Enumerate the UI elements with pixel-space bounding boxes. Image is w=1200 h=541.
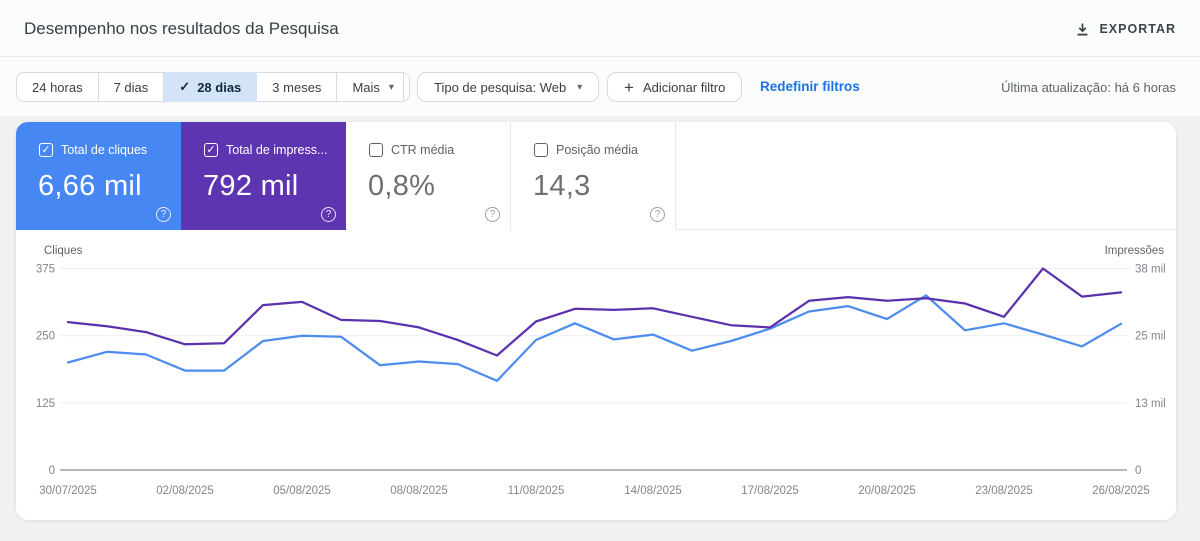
svg-text:05/08/2025: 05/08/2025 [273, 485, 331, 497]
checkbox-checked-icon[interactable]: ✓ [204, 143, 218, 157]
chevron-down-icon: ▾ [388, 81, 394, 93]
svg-text:20/08/2025: 20/08/2025 [858, 485, 916, 497]
svg-text:30/07/2025: 30/07/2025 [39, 485, 97, 497]
download-icon [1075, 22, 1090, 37]
checkbox-checked-icon[interactable]: ✓ [39, 143, 53, 157]
checkbox-unchecked-icon[interactable] [534, 143, 548, 157]
check-icon: ✓ [179, 79, 191, 94]
filter-bar: 24 horas 7 dias ✓ 28 dias 3 meses Mais ▾… [0, 57, 1200, 116]
svg-text:Impressões: Impressões [1105, 245, 1165, 257]
svg-text:250: 250 [36, 331, 55, 343]
page-header: Desempenho nos resultados da Pesquisa EX… [0, 0, 1200, 57]
svg-text:17/08/2025: 17/08/2025 [741, 485, 799, 497]
metric-label: Total de impress... [226, 143, 328, 157]
performance-chart: 0 0 125 13 mil 250 25 mil 375 38 mil Cliques Impr… [16, 240, 1176, 516]
svg-text:08/08/2025: 08/08/2025 [390, 485, 448, 497]
metric-value: 14,3 [533, 170, 591, 202]
svg-text:14/08/2025: 14/08/2025 [624, 485, 682, 497]
search-type-filter-chip[interactable]: Tipo de pesquisa: Web ▾ [417, 72, 600, 102]
plus-icon: + [624, 77, 634, 97]
svg-text:125: 125 [36, 398, 55, 410]
chevron-down-icon: ▾ [577, 81, 583, 93]
svg-text:375: 375 [36, 264, 55, 276]
impressions-line [66, 267, 1123, 357]
last-update-text: Última atualização: há 6 horas [1001, 80, 1176, 95]
help-icon[interactable]: ? [321, 207, 336, 222]
svg-text:0: 0 [49, 465, 55, 477]
page-title: Desempenho nos resultados da Pesquisa [24, 19, 339, 38]
svg-text:25 mil: 25 mil [1135, 331, 1166, 343]
metric-card-total-impressions[interactable]: ✓ Total de impress... 792 mil ? [181, 122, 346, 230]
help-icon[interactable]: ? [485, 207, 500, 222]
date-range-mais-dropdown[interactable]: Mais ▾ [337, 72, 410, 102]
svg-text:13 mil: 13 mil [1135, 398, 1166, 410]
date-range-segmented-control: 24 horas 7 dias ✓ 28 dias 3 meses Mais ▾ [16, 72, 410, 102]
svg-text:Cliques: Cliques [44, 245, 83, 257]
svg-text:38 mil: 38 mil [1135, 264, 1166, 276]
metric-cards-row: ✓ Total de cliques 6,66 mil ? ✓ Total de… [16, 122, 1176, 230]
metric-value: 0,8% [368, 170, 436, 202]
add-filter-chip[interactable]: + Adicionar filtro [607, 72, 743, 102]
metric-card-avg-position[interactable]: Posição média 14,3 ? [511, 122, 676, 230]
metric-value: 6,66 mil [38, 170, 142, 202]
svg-text:26/08/2025: 26/08/2025 [1092, 485, 1150, 497]
date-range-28-dias[interactable]: ✓ 28 dias [164, 72, 258, 102]
metric-label: Total de cliques [61, 143, 148, 157]
reset-filters-link[interactable]: Redefinir filtros [760, 79, 860, 94]
metric-value: 792 mil [203, 170, 299, 202]
checkbox-unchecked-icon[interactable] [369, 143, 383, 157]
metric-card-avg-ctr[interactable]: CTR média 0,8% ? [346, 122, 511, 230]
export-button[interactable]: EXPORTAR [1075, 15, 1176, 43]
help-icon[interactable]: ? [156, 207, 171, 222]
metric-label: Posição média [556, 143, 638, 157]
date-range-3-meses[interactable]: 3 meses [257, 72, 338, 102]
filter-divider [403, 73, 404, 101]
clicks-impressions-line-chart: 0 0 125 13 mil 250 25 mil 375 38 mil Cliques Impr… [36, 245, 1166, 497]
svg-text:11/08/2025: 11/08/2025 [508, 485, 565, 497]
help-icon[interactable]: ? [650, 207, 665, 222]
performance-panel: ✓ Total de cliques 6,66 mil ? ✓ Total de… [16, 122, 1176, 520]
date-range-7-dias[interactable]: 7 dias [98, 72, 165, 102]
svg-text:23/08/2025: 23/08/2025 [975, 485, 1033, 497]
clicks-line [66, 294, 1123, 382]
metric-card-total-clicks[interactable]: ✓ Total de cliques 6,66 mil ? [16, 122, 181, 230]
svg-text:02/08/2025: 02/08/2025 [156, 485, 214, 497]
export-button-label: EXPORTAR [1099, 22, 1176, 36]
svg-text:0: 0 [1135, 465, 1141, 477]
metric-label: CTR média [391, 143, 455, 157]
date-range-24-horas[interactable]: 24 horas [16, 72, 99, 102]
